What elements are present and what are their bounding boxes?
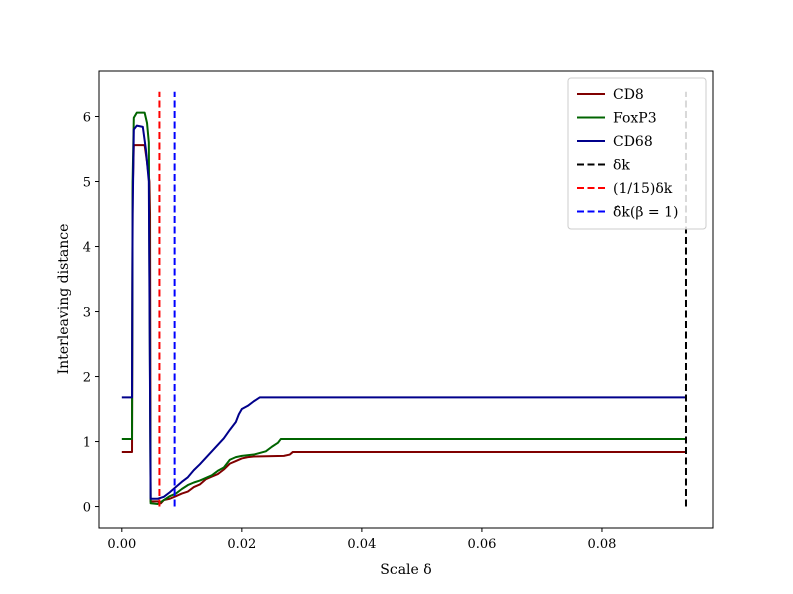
series-line-1 xyxy=(121,111,686,505)
legend-label-5: δ̂k(β = 1) xyxy=(613,205,678,221)
x-tick-label: 0.02 xyxy=(227,537,256,552)
legend-label-1: FoxP3 xyxy=(613,111,657,127)
y-tick-label: 0 xyxy=(83,501,91,516)
y-axis-title: Interleaving distance xyxy=(56,224,72,375)
x-tick-label: 0.00 xyxy=(107,537,136,552)
y-tick-label: 6 xyxy=(83,111,91,126)
legend-label-0: CD8 xyxy=(613,87,644,103)
legend-label-3: δk xyxy=(613,158,630,174)
x-tick-label: 0.06 xyxy=(467,537,496,552)
legend: CD8 FoxP3 CD68 δk (1/15)δk δ̂k(β = 1) xyxy=(567,77,707,230)
data-layer xyxy=(121,91,687,507)
x-tick-label: 0.04 xyxy=(347,537,376,552)
legend-label-2: CD68 xyxy=(613,134,653,150)
x-axis-title: Scale δ xyxy=(380,562,431,578)
y-tick-label: 3 xyxy=(83,306,91,321)
ticks-layer: 0.00 0.02 0.04 0.06 0.08 0 1 2 3 4 5 6 xyxy=(83,111,617,552)
y-tick-label: 4 xyxy=(83,241,91,256)
y-tick-label: 2 xyxy=(83,371,91,386)
y-tick-label: 1 xyxy=(83,436,91,451)
y-tick-label: 5 xyxy=(83,176,91,191)
plot-frame xyxy=(98,70,714,529)
legend-label-4: (1/15)δk xyxy=(613,181,673,197)
x-tick-label: 0.08 xyxy=(587,537,616,552)
legend-box xyxy=(567,77,707,230)
series-line-2 xyxy=(121,124,686,500)
